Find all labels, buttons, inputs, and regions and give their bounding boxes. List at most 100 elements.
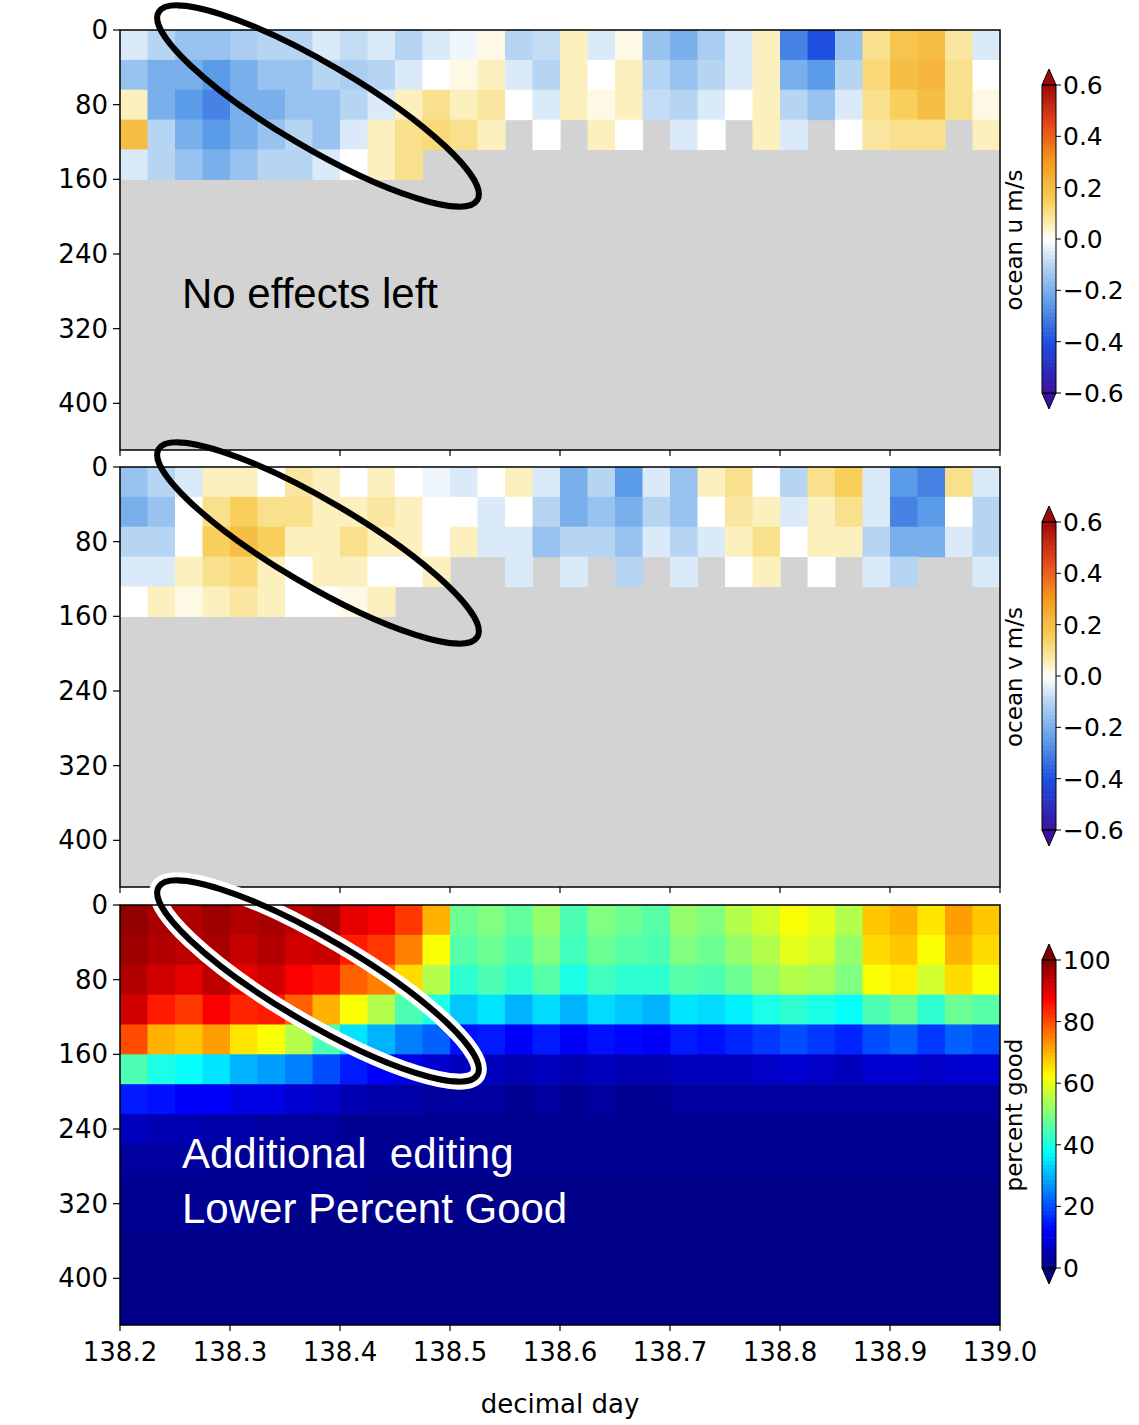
cell	[725, 1054, 753, 1084]
cell	[835, 1144, 863, 1174]
cell	[588, 467, 616, 497]
cell	[148, 527, 176, 557]
cell	[643, 905, 671, 935]
cell	[478, 1024, 506, 1054]
cell	[313, 1234, 341, 1264]
cell	[918, 527, 946, 557]
y-tick	[113, 1128, 120, 1129]
cell	[478, 120, 506, 150]
cell	[285, 1084, 313, 1114]
colorbar-tick-label: −0.2	[1063, 713, 1124, 742]
colorbar-tick	[1056, 1083, 1061, 1084]
colorbar-title: ocean u m/s	[1001, 170, 1027, 311]
cell	[368, 995, 396, 1025]
cell	[670, 467, 698, 497]
cell	[148, 90, 176, 120]
cell	[450, 935, 478, 965]
x-tick-label: 138.2	[83, 1337, 157, 1367]
colorbar-tick	[1056, 393, 1061, 394]
cell	[780, 60, 808, 90]
cell	[148, 1263, 176, 1293]
cell	[670, 1144, 698, 1174]
cell	[285, 935, 313, 965]
cell	[643, 467, 671, 497]
cell	[175, 965, 203, 995]
colorbar-step	[1042, 587, 1056, 591]
cell	[780, 1263, 808, 1293]
cell	[863, 1204, 891, 1234]
cell	[670, 1084, 698, 1114]
cell	[973, 497, 1001, 527]
cell	[670, 497, 698, 527]
colorbar-step	[1042, 818, 1056, 822]
cell	[423, 935, 451, 965]
cell	[505, 90, 533, 120]
cell	[863, 90, 891, 120]
cell	[753, 1024, 781, 1054]
cell	[230, 586, 258, 616]
cell	[780, 1174, 808, 1204]
cell	[670, 905, 698, 935]
cell	[450, 905, 478, 935]
cell	[148, 995, 176, 1025]
colorbar-step	[1042, 968, 1056, 972]
cell	[258, 1054, 286, 1084]
x-tick	[999, 887, 1000, 893]
colorbar-step	[1042, 1122, 1056, 1126]
cell	[945, 497, 973, 527]
colorbar-step	[1042, 1018, 1056, 1022]
colorbar-step	[1042, 89, 1056, 93]
cell	[340, 120, 368, 150]
colorbar-step	[1042, 147, 1056, 151]
colorbar-step	[1042, 201, 1056, 205]
colorbar-step	[1042, 281, 1056, 285]
cell	[120, 1144, 148, 1174]
cell	[203, 1024, 231, 1054]
cell	[918, 1263, 946, 1293]
colorbar-tick	[1056, 1268, 1061, 1269]
cell	[395, 1293, 423, 1325]
colorbar-step	[1042, 749, 1056, 753]
x-tick	[669, 1325, 670, 1331]
cell	[835, 1054, 863, 1084]
cell	[285, 1054, 313, 1084]
cell	[670, 1054, 698, 1084]
colorbar-step	[1042, 328, 1056, 332]
cell	[863, 120, 891, 150]
colorbar-step	[1042, 189, 1056, 193]
colorbar-step	[1042, 695, 1056, 699]
colorbar-step	[1042, 1160, 1056, 1164]
cell	[643, 995, 671, 1025]
highlight	[137, 0, 498, 236]
y-tick-label: 160	[58, 1039, 108, 1069]
colorbar-tick	[1056, 187, 1061, 188]
cell	[945, 60, 973, 90]
cell	[698, 497, 726, 527]
cell	[890, 497, 918, 527]
cell	[835, 1234, 863, 1264]
cell	[148, 1204, 176, 1234]
cell	[313, 1293, 341, 1325]
x-tick	[779, 1325, 780, 1331]
y-tick	[113, 541, 120, 542]
cell	[368, 1084, 396, 1114]
cell	[203, 586, 231, 616]
x-tick	[559, 887, 560, 893]
cell	[505, 1234, 533, 1264]
colorbar-step	[1042, 614, 1056, 618]
colorbar-step	[1042, 301, 1056, 305]
cell	[890, 1293, 918, 1325]
cell	[368, 586, 396, 616]
colorbar-step	[1042, 1068, 1056, 1072]
colorbar-step	[1042, 987, 1056, 991]
cell	[808, 60, 836, 90]
cell	[588, 965, 616, 995]
colorbar: 100806040200percent good	[1001, 944, 1111, 1284]
cell	[670, 1114, 698, 1144]
colorbar-step	[1042, 1179, 1056, 1183]
cell	[780, 497, 808, 527]
colorbar-step	[1042, 335, 1056, 339]
cell	[945, 1144, 973, 1174]
cell	[918, 1174, 946, 1204]
cell	[505, 467, 533, 497]
